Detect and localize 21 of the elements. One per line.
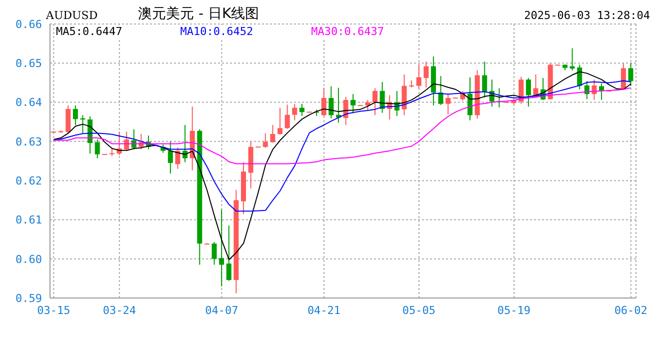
y-tick-label: 0.64 <box>16 96 42 110</box>
text: 2025-06-03 13:28:04 <box>524 9 650 22</box>
y-tick-label: 0.62 <box>16 174 42 188</box>
x-tick-label: 04-21 <box>307 304 341 317</box>
x-tick-label: 06-02 <box>614 304 648 317</box>
text: MA5:0.6447 <box>56 25 122 38</box>
x-tick-label: 03-24 <box>102 304 136 317</box>
y-tick-label: 0.59 <box>16 292 42 305</box>
text: MA30:0.6437 <box>311 25 384 38</box>
x-tick-label: 03-15 <box>37 304 70 317</box>
y-tick-label: 0.65 <box>16 57 42 70</box>
y-tick-label: 0.60 <box>16 252 42 266</box>
text: MA10:0.6452 <box>180 25 254 38</box>
x-tick-label: 04-07 <box>205 304 238 317</box>
y-tick-label: 0.61 <box>16 214 42 227</box>
x-tick-label: 05-05 <box>402 304 436 317</box>
y-tick-label: 0.63 <box>16 135 42 148</box>
x-tick-label: 05-19 <box>497 304 531 317</box>
chart-subtitle: AUDUSD <box>46 9 98 22</box>
y-tick-label: 0.66 <box>16 18 42 31</box>
chart-title: 澳元美元 - 日K线图 <box>138 5 260 23</box>
